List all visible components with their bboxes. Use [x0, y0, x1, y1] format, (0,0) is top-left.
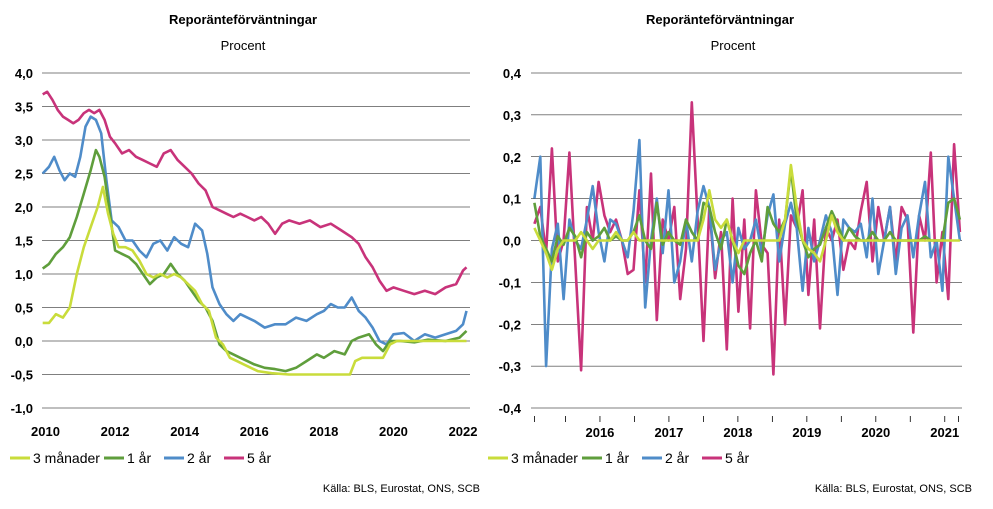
- x-tick-label: 2018: [309, 424, 338, 439]
- y-tick-label: -1,0: [11, 401, 33, 416]
- legend-label-2-ar: 2 år: [665, 450, 689, 466]
- legend-label-1-ar: 1 år: [127, 450, 151, 466]
- y-tick-label: -0,4: [499, 401, 522, 416]
- legend-label-3-manader: 3 månader: [33, 450, 100, 466]
- series-line-5-ar: [533, 101, 962, 376]
- series-line-3-manader: [42, 185, 467, 376]
- y-tick-label: 0,0: [15, 334, 33, 349]
- x-tick-label: 2021: [930, 425, 959, 440]
- y-tick-label: -0,1: [499, 275, 521, 290]
- source-note: Källa: BLS, Eurostat, ONS, SCB: [815, 483, 972, 495]
- y-tick-label: -0,2: [499, 317, 521, 332]
- x-tick-label: 2016: [240, 424, 269, 439]
- y-tick-label: 0,3: [503, 108, 521, 123]
- series-line-1-ar: [41, 148, 468, 373]
- y-tick-label: 4,0: [15, 66, 33, 81]
- chart-subtitle: Procent: [711, 38, 756, 53]
- legend-label-1-ar: 1 år: [605, 450, 629, 466]
- x-tick-label: 2014: [170, 424, 200, 439]
- chart-title: Reporänteförväntningar: [169, 12, 317, 27]
- legend: 3 månader 1 år 2 år 5 år: [488, 450, 749, 466]
- x-tick-label: 2022: [449, 424, 478, 439]
- chart-title: Reporänteförväntningar: [646, 12, 794, 27]
- y-tick-label: -0,5: [11, 368, 33, 383]
- y-tick-label: 0,2: [503, 150, 521, 165]
- x-tick-label: 2010: [31, 424, 60, 439]
- series-line-3-manader: [533, 163, 960, 272]
- y-tick-label: 3,5: [15, 100, 33, 115]
- x-tick-label: 2012: [101, 424, 130, 439]
- legend-label-5-ar: 5 år: [247, 450, 271, 466]
- series-line-2-ar: [41, 115, 468, 346]
- y-tick-label: 2,0: [15, 200, 33, 215]
- x-tick-label: 2016: [585, 425, 614, 440]
- series-line-5-ar: [42, 90, 468, 296]
- y-tick-label: 3,0: [15, 133, 33, 148]
- x-tick-label: 2020: [861, 425, 890, 440]
- y-tick-label: 0,4: [503, 66, 522, 81]
- legend-label-2-ar: 2 år: [187, 450, 211, 466]
- series-lines: [533, 101, 962, 376]
- y-tick-label: 2,5: [15, 167, 33, 182]
- y-tick-label: 0,5: [15, 301, 33, 316]
- y-tick-label: 0,1: [503, 192, 521, 207]
- x-tick-label: 2017: [654, 425, 683, 440]
- legend-label-5-ar: 5 år: [725, 450, 749, 466]
- x-axis-ticks: 2010 2012 2014 2016 2018 2020 2022: [31, 424, 477, 439]
- y-tick-label: 1,0: [15, 267, 33, 282]
- legend-label-3-manader: 3 månader: [511, 450, 578, 466]
- y-tick-label: 1,5: [15, 234, 33, 249]
- chart-right: Reporänteförväntningar Procent 0,4 0,3 0,2…: [488, 12, 972, 495]
- chart-subtitle: Procent: [221, 38, 266, 53]
- chart-left: Reporänteförväntningar Procent 4,0 3,5 3,0…: [10, 12, 480, 495]
- legend: 3 månader 1 år 2 år 5 år: [10, 450, 271, 466]
- y-tick-label: 0,0: [503, 234, 521, 249]
- series-lines: [41, 90, 468, 376]
- series-line-1-ar: [533, 168, 962, 276]
- series-line-2-ar: [533, 138, 962, 368]
- x-tick-label: 2019: [792, 425, 821, 440]
- y-tick-label: -0,3: [499, 359, 521, 374]
- y-axis-ticks: 0,4 0,3 0,2 0,1 0,0 -0,1 -0,2 -0,3 -0,4: [499, 66, 522, 416]
- x-tick-label: 2018: [723, 425, 752, 440]
- x-axis-ticks: 2016 2017 2018 2019 2020 2021: [534, 416, 959, 440]
- source-note: Källa: BLS, Eurostat, ONS, SCB: [323, 483, 480, 495]
- x-tick-label: 2020: [379, 424, 408, 439]
- y-axis-ticks: 4,0 3,5 3,0 2,5 2,0 1,5 1,0 0,5 0,0 -0,5 -1,0: [11, 66, 33, 416]
